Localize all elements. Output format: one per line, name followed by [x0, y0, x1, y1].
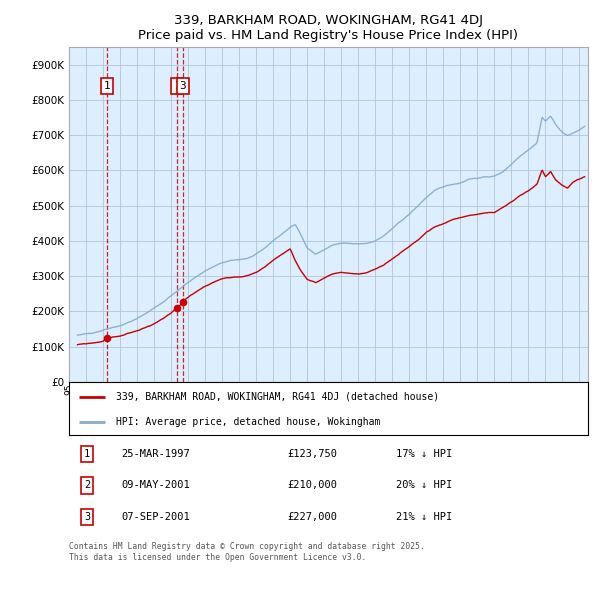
Text: 339, BARKHAM ROAD, WOKINGHAM, RG41 4DJ (detached house): 339, BARKHAM ROAD, WOKINGHAM, RG41 4DJ (…	[116, 392, 439, 402]
Text: 3: 3	[179, 81, 186, 91]
Text: 17% ↓ HPI: 17% ↓ HPI	[396, 449, 452, 459]
Text: 2: 2	[174, 81, 181, 91]
Text: £210,000: £210,000	[287, 480, 337, 490]
Title: 339, BARKHAM ROAD, WOKINGHAM, RG41 4DJ
Price paid vs. HM Land Registry's House P: 339, BARKHAM ROAD, WOKINGHAM, RG41 4DJ P…	[139, 14, 518, 42]
Text: 3: 3	[84, 512, 90, 522]
Text: 1: 1	[104, 81, 110, 91]
Text: 1: 1	[84, 449, 90, 459]
Text: 07-SEP-2001: 07-SEP-2001	[121, 512, 190, 522]
Text: 21% ↓ HPI: 21% ↓ HPI	[396, 512, 452, 522]
Text: 09-MAY-2001: 09-MAY-2001	[121, 480, 190, 490]
Text: 25-MAR-1997: 25-MAR-1997	[121, 449, 190, 459]
Text: £123,750: £123,750	[287, 449, 337, 459]
Text: 2: 2	[84, 480, 90, 490]
Text: 20% ↓ HPI: 20% ↓ HPI	[396, 480, 452, 490]
Text: HPI: Average price, detached house, Wokingham: HPI: Average price, detached house, Woki…	[116, 417, 380, 427]
Text: Contains HM Land Registry data © Crown copyright and database right 2025.
This d: Contains HM Land Registry data © Crown c…	[69, 542, 425, 562]
Text: £227,000: £227,000	[287, 512, 337, 522]
